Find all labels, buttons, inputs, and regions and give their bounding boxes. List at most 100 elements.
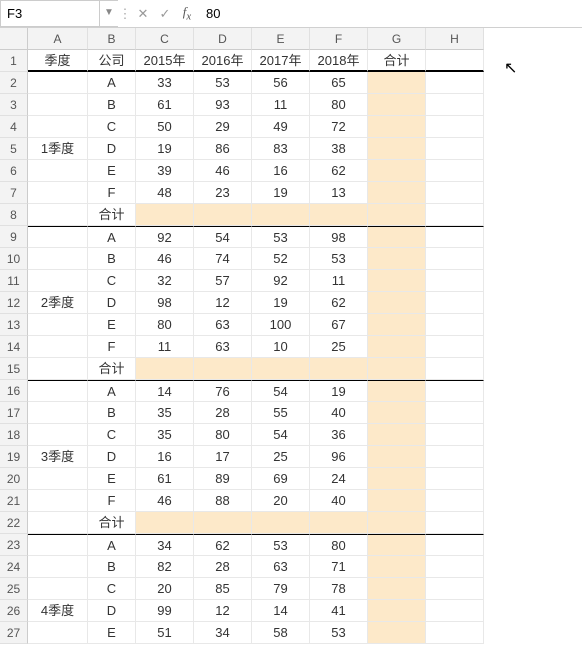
cell[interactable]: 19 [136, 138, 194, 160]
cell[interactable]: 19 [310, 380, 368, 402]
row-header[interactable]: 22 [0, 512, 28, 534]
cell[interactable]: 100 [252, 314, 310, 336]
cell[interactable] [426, 424, 484, 446]
cell[interactable]: 83 [252, 138, 310, 160]
cell[interactable] [28, 490, 88, 512]
row-header[interactable]: 16 [0, 380, 28, 402]
cell[interactable]: A [88, 380, 136, 402]
cell[interactable] [426, 72, 484, 94]
cell[interactable]: 29 [194, 116, 252, 138]
cell[interactable]: 54 [194, 226, 252, 248]
cell[interactable]: 3季度 [28, 446, 88, 468]
cell[interactable] [28, 116, 88, 138]
cell[interactable] [368, 578, 426, 600]
cell[interactable]: 80 [136, 314, 194, 336]
cell[interactable] [426, 490, 484, 512]
cell[interactable]: 17 [194, 446, 252, 468]
cell[interactable] [28, 204, 88, 226]
cell[interactable]: 71 [310, 556, 368, 578]
cell[interactable] [136, 358, 194, 380]
cell[interactable]: 93 [194, 94, 252, 116]
cell[interactable]: 57 [194, 270, 252, 292]
cell[interactable] [426, 182, 484, 204]
cell[interactable]: 40 [310, 490, 368, 512]
row-header[interactable]: 19 [0, 446, 28, 468]
row-header[interactable]: 14 [0, 336, 28, 358]
cancel-icon[interactable]: ✕ [132, 6, 154, 22]
cell[interactable] [28, 534, 88, 556]
cell[interactable]: 36 [310, 424, 368, 446]
cell[interactable]: 53 [252, 226, 310, 248]
cell[interactable]: 4季度 [28, 600, 88, 622]
cell[interactable]: 53 [310, 622, 368, 644]
cell[interactable]: 13 [310, 182, 368, 204]
col-header-D[interactable]: D [194, 28, 252, 50]
cell[interactable]: A [88, 534, 136, 556]
cell[interactable] [368, 402, 426, 424]
cell[interactable]: 2015年 [136, 50, 194, 72]
cell[interactable]: 98 [310, 226, 368, 248]
cell[interactable] [28, 424, 88, 446]
cell[interactable]: C [88, 424, 136, 446]
cell[interactable]: 48 [136, 182, 194, 204]
cell[interactable] [252, 358, 310, 380]
row-header[interactable]: 3 [0, 94, 28, 116]
cell[interactable]: D [88, 446, 136, 468]
row-header[interactable]: 27 [0, 622, 28, 644]
cell[interactable] [426, 248, 484, 270]
cell[interactable]: 28 [194, 556, 252, 578]
cell[interactable]: 11 [136, 336, 194, 358]
cell[interactable]: 67 [310, 314, 368, 336]
cell[interactable]: 53 [194, 72, 252, 94]
cell[interactable]: 92 [252, 270, 310, 292]
cell[interactable] [426, 534, 484, 556]
cell[interactable]: E [88, 314, 136, 336]
cell[interactable] [368, 468, 426, 490]
cell[interactable]: C [88, 116, 136, 138]
cell[interactable]: 10 [252, 336, 310, 358]
cell[interactable] [368, 534, 426, 556]
cell[interactable] [426, 314, 484, 336]
cell[interactable]: A [88, 72, 136, 94]
cell[interactable]: 35 [136, 424, 194, 446]
cell[interactable] [368, 204, 426, 226]
cell[interactable]: 14 [252, 600, 310, 622]
cell[interactable]: D [88, 292, 136, 314]
cell[interactable]: 32 [136, 270, 194, 292]
cell[interactable] [28, 380, 88, 402]
cell[interactable]: 53 [310, 248, 368, 270]
cell[interactable]: 63 [194, 336, 252, 358]
cell[interactable]: 11 [252, 94, 310, 116]
fx-icon[interactable]: fx [176, 4, 198, 23]
cell[interactable] [28, 468, 88, 490]
cell[interactable] [368, 314, 426, 336]
cell[interactable] [28, 72, 88, 94]
cell[interactable]: 54 [252, 380, 310, 402]
cell[interactable]: A [88, 226, 136, 248]
cell[interactable]: 38 [310, 138, 368, 160]
cell[interactable]: 20 [252, 490, 310, 512]
cell[interactable] [28, 512, 88, 534]
cell[interactable] [194, 512, 252, 534]
cell[interactable]: D [88, 600, 136, 622]
cell[interactable]: 19 [252, 292, 310, 314]
cell[interactable]: 20 [136, 578, 194, 600]
name-box[interactable] [0, 0, 100, 27]
cell[interactable]: 80 [310, 94, 368, 116]
cell[interactable]: C [88, 578, 136, 600]
row-header[interactable]: 20 [0, 468, 28, 490]
cell[interactable]: 1季度 [28, 138, 88, 160]
cell[interactable] [136, 204, 194, 226]
cell[interactable] [368, 160, 426, 182]
cell[interactable] [310, 512, 368, 534]
cell[interactable] [310, 204, 368, 226]
cell[interactable]: E [88, 468, 136, 490]
row-header[interactable]: 23 [0, 534, 28, 556]
cell[interactable]: F [88, 336, 136, 358]
row-header[interactable]: 2 [0, 72, 28, 94]
row-header[interactable]: 4 [0, 116, 28, 138]
cell[interactable]: 12 [194, 292, 252, 314]
cell[interactable]: 34 [194, 622, 252, 644]
cell[interactable] [368, 138, 426, 160]
row-header[interactable]: 15 [0, 358, 28, 380]
